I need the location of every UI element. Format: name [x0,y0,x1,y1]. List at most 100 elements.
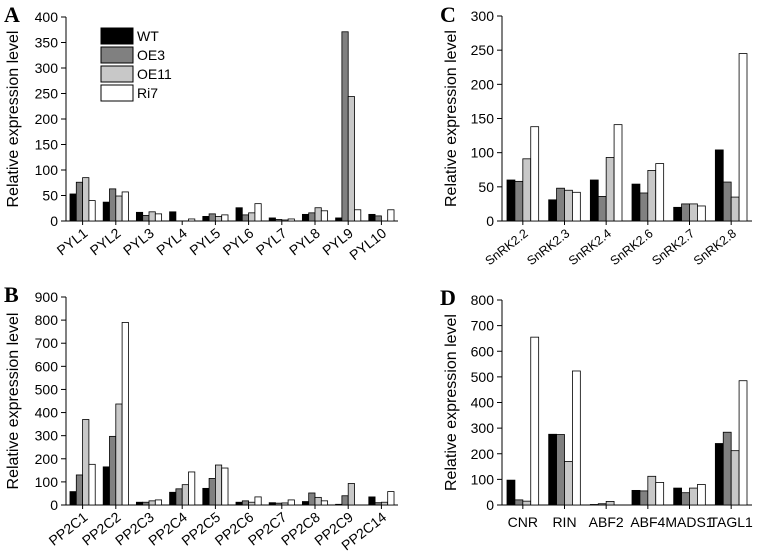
legend-swatch-oe3 [100,46,134,64]
legend-label-oe11: OE11 [137,66,172,82]
bar-c-snrk23-ri7 [572,191,581,222]
bar-b-pp2c2-ri7 [121,322,129,506]
y-tick-label-d-400: 400 [471,395,495,411]
bar-b-pp2c1-ri7 [88,463,96,506]
bar-b-pp2c14-oe11 [380,501,389,506]
bar-a-pyl2-ri7 [121,191,129,222]
bar-a-pyl1-ri7 [88,200,96,222]
x-label-d-2: ABF2 [589,514,624,530]
y-tick-label-c-50: 50 [478,179,494,195]
bar-c-snrk28-oe3 [722,181,732,222]
bar-b-pp2c7-oe11 [281,502,289,506]
y-axis-label-d: Relative expression level [443,314,460,491]
bar-b-pp2c9-oe11 [347,483,355,506]
y-tick-label-d-0: 0 [486,497,494,513]
legend-label-ri7: Ri7 [137,85,158,101]
bar-a-pyl10-oe3 [374,215,382,222]
x-label-c-0: SnRK2.2 [483,226,531,268]
x-label-d-1: RIN [552,514,576,530]
bar-b-pp2c4-oe3 [175,488,183,506]
legend-swatch-wt [100,27,134,45]
bar-b-pp2c5-ri7 [221,467,229,506]
y-tick-label-b-300: 300 [35,428,59,444]
bar-b-pp2c5-wt [202,487,210,506]
bar-b-pp2c5-oe3 [208,478,216,506]
bar-b-pp2c9-oe3 [341,495,349,506]
bar-a-pyl5-oe3 [208,213,216,222]
y-axis-label-b: Relative expression level [5,313,22,490]
x-label-a-6: PYL7 [253,225,290,259]
bar-c-snrk26-oe11 [647,170,657,222]
bar-b-pp2c5-oe11 [214,464,223,506]
bar-a-pyl8-wt [301,213,310,222]
bar-d-abf4-wt [631,489,641,506]
y-tick-label-b-800: 800 [35,312,59,328]
bar-b-pp2c7-oe3 [275,502,283,506]
y-tick-label-a-350: 350 [35,35,59,51]
bar-b-pp2c3-oe11 [148,500,156,506]
bar-b-pp2c3-ri7 [154,499,163,506]
x-label-a-2: PYL3 [120,225,157,259]
x-label-d-5: TAGL1 [710,514,754,530]
bar-a-pyl10-ri7 [387,209,395,222]
y-tick-label-c-100: 100 [471,145,495,161]
bar-d-rin-wt [548,433,557,506]
legend-label-wt: WT [137,28,159,44]
x-label-a-5: PYL6 [220,225,257,259]
y-tick-label-a-50: 50 [42,188,58,204]
bar-b-pp2c4-wt [169,491,177,506]
bar-a-pyl7-wt [268,217,276,222]
bar-b-pp2c4-ri7 [188,471,196,506]
bar-c-snrk27-oe3 [681,203,690,222]
y-tick-label-b-100: 100 [35,474,59,490]
bar-a-pyl5-ri7 [221,214,229,222]
y-tick-label-a-0: 0 [50,213,58,229]
bar-d-abf2-oe11 [605,501,615,506]
bar-c-snrk27-wt [673,206,682,222]
y-tick-label-a-200: 200 [35,111,59,127]
bar-c-snrk22-oe11 [522,158,532,222]
y-tick-label-c-150: 150 [471,111,495,127]
x-label-c-5: SnRK2.8 [691,226,739,268]
x-label-a-3: PYL4 [153,225,190,259]
bar-a-pyl2-oe11 [115,195,123,222]
bar-b-pp2c7-wt [268,502,276,506]
bar-b-pp2c4-oe11 [181,484,189,506]
y-tick-label-d-500: 500 [471,369,495,385]
x-label-a-9: PYL10 [346,225,389,264]
x-label-d-0: CNR [508,514,538,530]
y-tick-label-b-400: 400 [35,405,59,421]
bar-d-rin-oe11 [564,461,573,506]
bar-a-pyl6-oe3 [241,214,250,222]
bar-d-cnr-oe11 [522,500,532,506]
bar-a-pyl6-wt [235,207,243,222]
bar-b-pp2c8-oe3 [308,492,316,506]
bar-c-snrk26-oe3 [639,192,649,222]
bar-a-pyl2-oe3 [109,188,117,222]
bar-a-pyl9-oe3 [341,31,349,222]
bar-a-pyl3-wt [135,211,144,222]
panel-letter-d: D [440,285,456,310]
bar-b-pp2c7-ri7 [287,499,295,506]
bar-c-snrk24-wt [589,179,599,222]
bar-c-snrk27-oe11 [689,203,698,222]
y-tick-label-c-200: 200 [471,76,495,92]
bar-c-snrk27-ri7 [697,205,706,222]
bar-b-pp2c6-oe11 [248,501,256,506]
bar-d-tagl1-oe11 [730,450,740,506]
bar-a-pyl3-oe3 [142,214,150,222]
bar-b-pp2c8-oe11 [314,496,322,506]
bar-b-pp2c8-ri7 [320,500,329,506]
bar-c-snrk28-wt [714,149,724,222]
bar-c-snrk28-oe11 [730,196,740,222]
bar-b-pp2c3-oe3 [142,501,150,506]
bar-d-abf4-oe3 [639,490,649,506]
bar-b-pp2c14-oe3 [374,502,382,506]
x-label-d-4: MADS1 [665,514,713,530]
bar-a-pyl1-wt [69,193,77,222]
y-tick-label-d-700: 700 [471,318,495,334]
bar-a-pyl9-wt [335,217,343,222]
bar-b-pp2c2-wt [102,466,110,506]
bar-b-pp2c3-wt [135,501,144,506]
